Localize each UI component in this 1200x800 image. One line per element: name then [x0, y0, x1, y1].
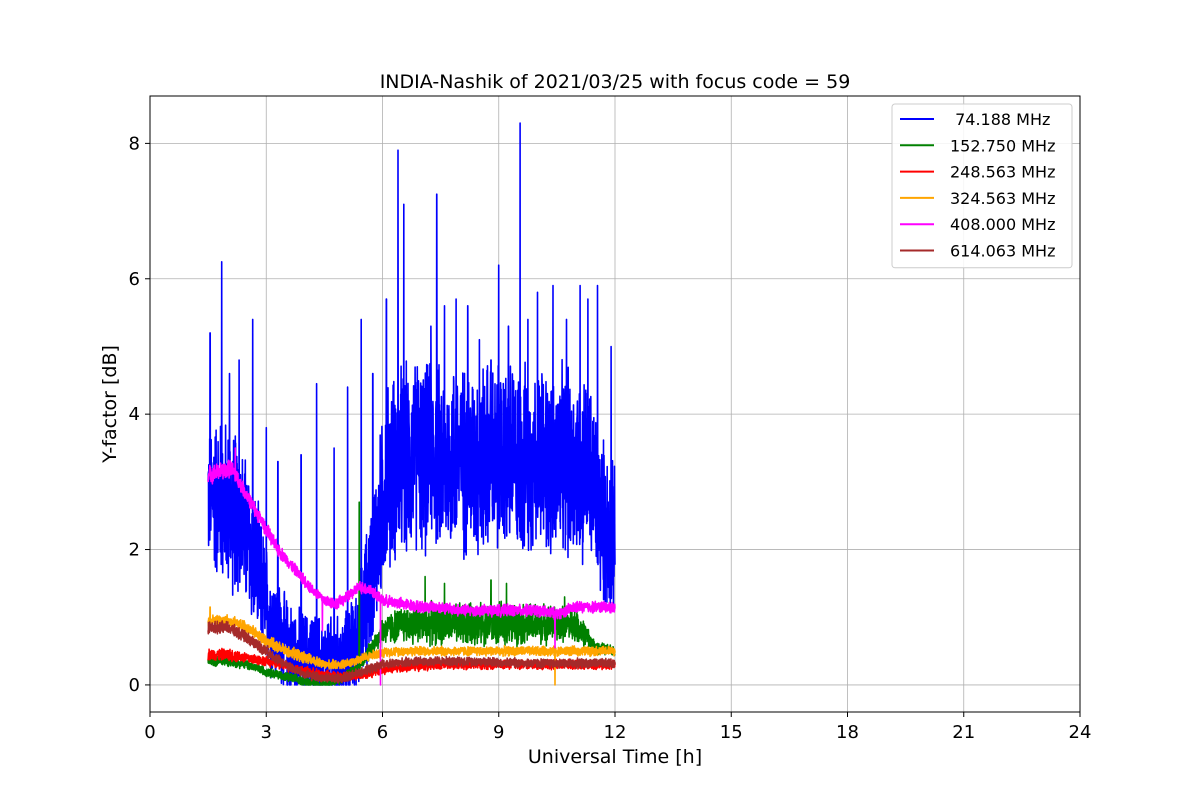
series-line	[207, 620, 616, 684]
y-tick-label: 8	[129, 133, 140, 154]
x-tick-label: 0	[144, 722, 155, 743]
x-tick-label: 18	[836, 722, 859, 743]
y-axis-title: Y-factor [dB]	[99, 345, 121, 464]
series-line	[207, 122, 616, 686]
x-axis-title: Universal Time [h]	[528, 746, 702, 768]
legend-label: 248.563 MHz	[950, 163, 1055, 182]
series-line	[207, 606, 616, 686]
y-tick-label: 4	[129, 404, 140, 425]
plot-area	[207, 122, 616, 686]
x-tick-label: 9	[493, 722, 504, 743]
x-tick-label: 15	[720, 722, 743, 743]
x-tick-label: 3	[261, 722, 272, 743]
chart-title: INDIA-Nashik of 2021/03/25 with focus co…	[380, 71, 851, 93]
y-tick-label: 2	[129, 540, 140, 561]
legend-label: 408.000 MHz	[950, 215, 1055, 234]
x-tick-label: 6	[377, 722, 388, 743]
x-tick-label: 12	[604, 722, 627, 743]
x-tick-label: 21	[952, 722, 975, 743]
legend-label: 74.188 MHz	[950, 110, 1050, 129]
legend-label: 324.563 MHz	[950, 189, 1055, 208]
legend: 74.188 MHz 152.750 MHz 248.563 MHz 324.563 …	[891, 103, 1073, 269]
x-tick-label: 24	[1069, 722, 1092, 743]
legend-box	[891, 103, 1073, 269]
legend-label: 152.750 MHz	[950, 136, 1055, 155]
y-tick-label: 0	[129, 675, 140, 696]
legend-label: 614.063 MHz	[950, 242, 1055, 261]
series-line	[207, 447, 616, 686]
series-line	[207, 501, 616, 686]
y-tick-label: 6	[129, 269, 140, 290]
